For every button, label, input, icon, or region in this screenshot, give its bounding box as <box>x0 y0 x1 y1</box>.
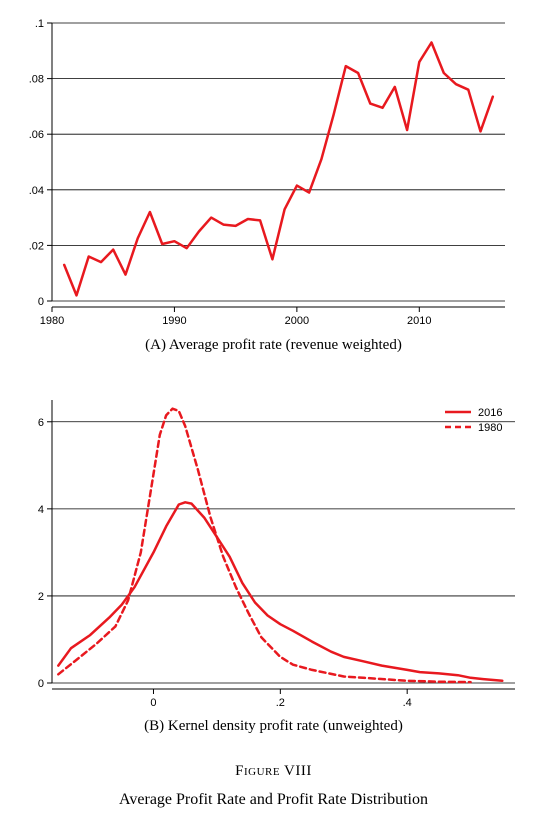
chartB-y-tick-label: 6 <box>38 417 44 429</box>
chartA-y-tick-label: .06 <box>29 129 44 141</box>
chart-b-caption: (B) Kernel density profit rate (unweight… <box>144 718 403 734</box>
chart-a-gridlines <box>52 22 505 302</box>
chartA-x-tick-label: 2010 <box>407 315 431 327</box>
chartA-series-line-0 <box>62 41 495 297</box>
chart-b-legend: 2016 1980 <box>445 407 502 434</box>
chart-a-caption: (A) Average profit rate (revenue weighte… <box>145 337 402 353</box>
chartB-legend-label: 1980 <box>478 422 502 434</box>
figure-label: Figure VIII <box>235 763 312 779</box>
chart-a-series <box>62 41 495 297</box>
chartB-series-line-1980 <box>57 407 472 684</box>
chart-b-axes: 0 2 4 6 0 .2 .4 <box>38 400 515 709</box>
chart-b-gridlines <box>52 421 515 684</box>
chartB-legend-label: 2016 <box>478 407 502 419</box>
chartA-x-tick-label: 1990 <box>162 315 186 327</box>
figure-title: Average Profit Rate and Profit Rate Dist… <box>119 791 428 808</box>
chart-b-series <box>57 407 504 684</box>
chartB-x-tick-label: .2 <box>276 697 285 709</box>
chart-b: 0 2 4 6 0 .2 .4 2016 1980 <box>38 400 515 709</box>
chartA-y-tick-label: .08 <box>29 74 44 86</box>
chartA-x-tick-label: 2000 <box>285 315 309 327</box>
chartB-y-tick-label: 2 <box>38 591 44 603</box>
chart-a: 0 .02 .04 .06 .08 .1 1980 1990 2000 2010 <box>29 18 505 327</box>
chartA-y-tick-label: .1 <box>35 18 44 30</box>
chartB-y-tick-label: 0 <box>38 678 44 690</box>
chartA-y-tick-label: .02 <box>29 240 44 252</box>
chartB-x-tick-label: 0 <box>150 697 156 709</box>
chartB-series-line-2016 <box>57 501 504 683</box>
chartB-y-tick-label: 4 <box>38 504 44 516</box>
chartA-y-tick-label: 0 <box>38 296 44 308</box>
chartB-x-tick-label: .4 <box>403 697 412 709</box>
chartA-y-tick-label: .04 <box>29 185 44 197</box>
chart-a-axes: 0 .02 .04 .06 .08 .1 1980 1990 2000 2010 <box>29 18 505 327</box>
chartA-x-tick-label: 1980 <box>40 315 64 327</box>
